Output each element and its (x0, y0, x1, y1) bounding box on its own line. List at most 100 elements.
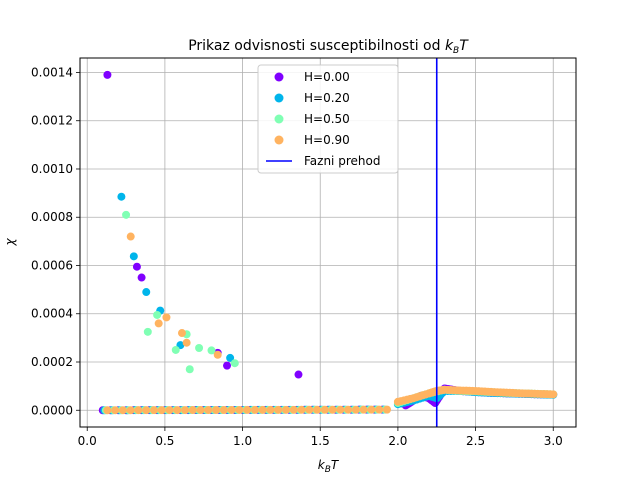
data-point (223, 361, 232, 370)
x-axis-ticks: 0.0 0.5 1.0 1.5 2.0 2.5 3.0 (78, 427, 563, 448)
baseline-point (383, 405, 392, 414)
data-point (162, 313, 171, 322)
legend-marker (274, 135, 284, 145)
baseline-point (258, 405, 267, 414)
baseline-point (320, 405, 329, 414)
data-point (132, 262, 141, 271)
baseline-point (235, 405, 244, 414)
baseline-point (274, 405, 283, 414)
baseline-point (289, 405, 298, 414)
y-tick-label: 0.0008 (31, 210, 73, 224)
baseline-point (212, 406, 221, 415)
baseline-point (406, 394, 415, 403)
baseline-point (188, 406, 197, 415)
data-point (122, 210, 131, 219)
data-point (171, 345, 180, 354)
baseline-point (367, 405, 376, 414)
x-tick-label: 2.5 (466, 434, 485, 448)
data-point (143, 327, 152, 336)
data-point (207, 346, 216, 355)
x-tick-label: 0.0 (78, 434, 97, 448)
baseline-point (328, 405, 337, 414)
x-tick-label: 1.5 (311, 434, 330, 448)
x-axis-label: kBT (318, 458, 340, 475)
data-point (154, 319, 163, 328)
data-points (98, 70, 558, 415)
legend: H=0.00 H=0.20 H=0.50 H=0.90 Fazni prehod (257, 64, 399, 174)
baseline-point (126, 406, 135, 415)
y-tick-label: 0.0012 (31, 114, 73, 128)
baseline-point (351, 405, 360, 414)
baseline-point (359, 405, 368, 414)
baseline-point (313, 405, 322, 414)
baseline-point (173, 406, 182, 415)
data-point (142, 288, 151, 297)
y-tick-label: 0.0006 (31, 258, 73, 272)
baseline-point (484, 387, 492, 396)
baseline-point (196, 406, 205, 415)
legend-marker (274, 72, 284, 82)
baseline-point (157, 406, 166, 415)
legend-label: H=0.00 (304, 70, 350, 84)
data-point (230, 359, 239, 368)
data-point (126, 232, 135, 241)
baseline-point (297, 405, 306, 414)
y-tick-label: 0.0000 (31, 403, 73, 417)
baseline-point (250, 405, 259, 414)
data-point (226, 353, 235, 362)
y-tick-label: 0.0010 (31, 162, 73, 176)
x-tick-label: 3.0 (544, 434, 563, 448)
baseline-point (546, 390, 555, 399)
x-tick-label: 1.0 (233, 434, 252, 448)
baseline-point (266, 405, 275, 414)
data-point (177, 329, 186, 338)
x-tick-label: 0.5 (155, 434, 174, 448)
legend-label: H=0.90 (304, 133, 350, 147)
legend-label: Fazni prehod (304, 154, 380, 168)
legend-box (257, 64, 399, 174)
y-tick-label: 0.0002 (31, 355, 73, 369)
x-tick-label: 2.0 (388, 434, 407, 448)
baseline-point (515, 389, 524, 398)
baseline-point (219, 405, 228, 414)
baseline-point (344, 405, 353, 414)
baseline-point (282, 405, 291, 414)
data-point (182, 338, 191, 347)
data-point (129, 252, 138, 261)
data-point (103, 70, 112, 79)
legend-label: H=0.20 (304, 91, 350, 105)
legend-marker (274, 114, 284, 124)
data-point (137, 273, 146, 282)
chart-title: Prikaz odvisnosti susceptibilnosti od kB… (188, 38, 469, 56)
baseline-point (336, 405, 345, 414)
plot-area-frame (79, 57, 577, 428)
data-point (185, 365, 194, 374)
baseline-point (142, 406, 151, 415)
baseline-point (530, 389, 539, 398)
baseline-point (227, 405, 236, 414)
baseline-point (375, 405, 384, 414)
baseline-point (165, 406, 174, 415)
y-axis-label: χ (3, 238, 17, 247)
baseline-point (181, 406, 190, 415)
legend-label: H=0.50 (304, 112, 350, 126)
y-axis-ticks: 0.0000 0.0002 0.0004 0.0006 0.0008 0.0010 0.00… (31, 65, 80, 417)
data-point (195, 344, 204, 353)
data-point (213, 350, 222, 359)
baseline-point (111, 406, 120, 415)
baseline-point (118, 406, 127, 415)
baseline-point (204, 406, 213, 415)
data-point (117, 192, 126, 201)
series-H090 (103, 232, 558, 415)
legend-marker (274, 93, 284, 103)
baseline-point (134, 406, 143, 415)
y-tick-label: 0.0004 (31, 307, 73, 321)
baseline-point (243, 405, 252, 414)
baseline-point (499, 388, 508, 397)
baseline-point (103, 406, 112, 415)
data-point (294, 370, 303, 379)
y-tick-label: 0.0014 (31, 65, 73, 79)
baseline-point (305, 405, 314, 414)
data-point (153, 310, 162, 319)
baseline-point (452, 386, 461, 395)
